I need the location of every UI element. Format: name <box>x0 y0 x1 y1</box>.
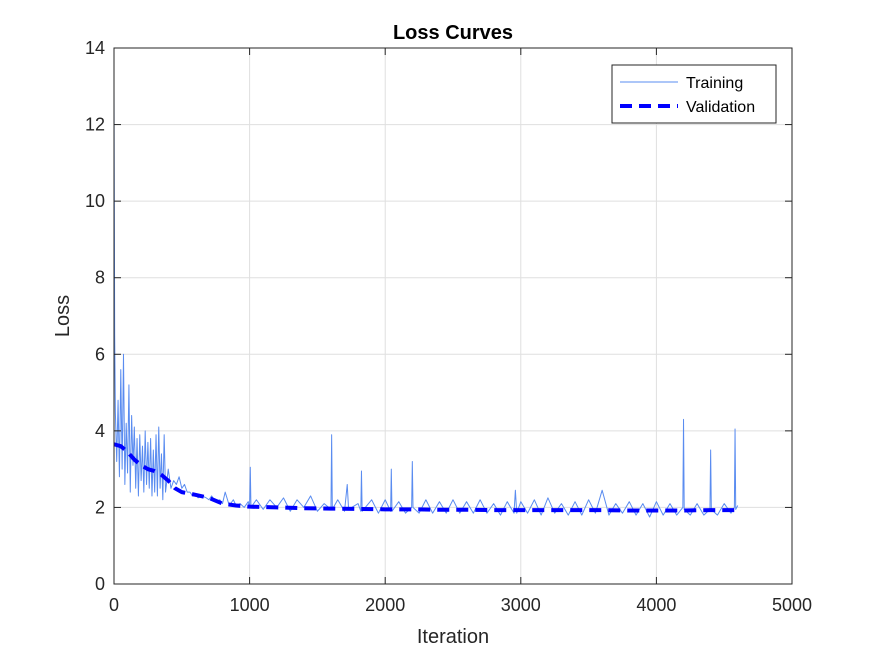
y-tick-labels: 0 2 4 6 8 10 12 14 <box>85 38 105 594</box>
chart-title: Loss Curves <box>393 22 513 44</box>
series-line-validation <box>113 442 738 513</box>
y-tick-label: 4 <box>95 421 105 441</box>
x-tick-label: 4000 <box>636 595 676 615</box>
plot-background <box>114 48 792 584</box>
y-axis-label: Loss <box>52 295 74 337</box>
plot-frame <box>113 47 793 585</box>
y-tick-label: 10 <box>85 191 105 211</box>
y-tick-label: 12 <box>85 115 105 135</box>
legend-box <box>611 64 777 124</box>
x-tick-label: 3000 <box>501 595 541 615</box>
x-tick-label: 5000 <box>772 595 812 615</box>
axis-ticks <box>113 47 793 585</box>
y-tick-label: 2 <box>95 497 105 517</box>
legend-label-validation: Validation <box>686 99 755 116</box>
x-tick-label: 0 <box>109 595 119 615</box>
grid <box>114 48 792 584</box>
series-layer <box>113 86 739 518</box>
x-axis-label: Iteration <box>417 626 489 648</box>
y-tick-label: 8 <box>95 268 105 288</box>
x-tick-labels: 0 1000 2000 3000 4000 5000 <box>109 595 812 615</box>
legend-label-training: Training <box>686 75 743 92</box>
y-tick-label: 0 <box>95 574 105 594</box>
legend: Training Validation <box>611 64 777 124</box>
x-tick-label: 2000 <box>365 595 405 615</box>
y-tick-label: 14 <box>85 38 105 58</box>
x-tick-label: 1000 <box>230 595 270 615</box>
y-tick-label: 6 <box>95 344 105 364</box>
series-line-training <box>113 86 739 518</box>
